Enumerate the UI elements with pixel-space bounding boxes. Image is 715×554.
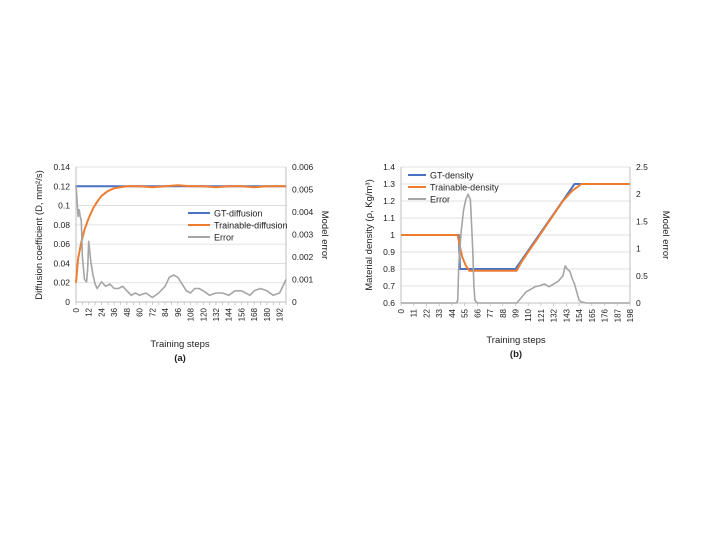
y-tick-label: 1.2: [383, 196, 395, 206]
x-tick-label: 99: [512, 308, 521, 317]
y2-tick-label: 1: [636, 244, 641, 254]
x-tick-label: 165: [588, 308, 597, 322]
y-tick-label: 0.14: [53, 162, 70, 172]
x-tick-label: 198: [626, 308, 635, 322]
x-tick-label: 77: [486, 308, 495, 317]
y2-tick-label: 1.5: [636, 216, 648, 226]
y2-tick-label: 0.006: [292, 162, 314, 172]
y2-tick-label: 0.005: [292, 185, 314, 195]
panel-b-y2label: Model error: [660, 211, 671, 260]
y-tick-label: 0.08: [53, 220, 70, 230]
y2-tick-label: 0.001: [292, 275, 314, 285]
y-tick-label: 1: [390, 230, 395, 240]
panel-a-ylabel: Diffusion coefficient (D, mm²/s): [34, 170, 45, 300]
x-tick-label: 180: [263, 307, 272, 321]
panel-b-ylabel: Material density (ρ, Kg/m³): [364, 179, 375, 291]
panel-b-xlabel: Training steps: [486, 335, 546, 346]
x-tick-label: 88: [499, 308, 508, 317]
y-tick-label: 0.02: [53, 278, 70, 288]
x-tick-label: 96: [174, 307, 183, 316]
x-tick-label: 187: [613, 308, 622, 322]
y2-tick-label: 0: [292, 297, 297, 307]
x-tick-label: 132: [212, 307, 221, 321]
x-tick-label: 143: [562, 308, 571, 322]
x-tick-label: 154: [575, 308, 584, 322]
y2-tick-label: 2: [636, 189, 641, 199]
panel-a-xlabel: Training steps: [150, 339, 210, 350]
x-tick-label: 33: [435, 308, 444, 317]
x-tick-label: 60: [136, 307, 145, 316]
x-tick-label: 120: [199, 307, 208, 321]
x-tick-label: 132: [550, 308, 559, 322]
legend-label: GT-density: [430, 171, 474, 181]
legend-label: Error: [214, 233, 234, 243]
y2-tick-label: 0.5: [636, 271, 648, 281]
x-tick-label: 11: [410, 308, 419, 317]
y-tick-label: 1.4: [383, 162, 395, 172]
chart-a: Diffusion coefficient (D, mm²/s) Model e…: [34, 162, 330, 364]
y-tick-label: 0: [65, 297, 70, 307]
y-tick-label: 1.1: [383, 213, 395, 223]
x-tick-label: 144: [225, 307, 234, 321]
x-tick-label: 108: [187, 307, 196, 321]
x-tick-label: 44: [448, 308, 457, 317]
x-tick-label: 192: [276, 307, 285, 321]
y-tick-label: 0.6: [383, 298, 395, 308]
y-tick-label: 0.04: [53, 258, 70, 268]
legend-label: Trainable-diffusion: [214, 221, 288, 231]
series-line-error: [75, 184, 287, 299]
y-tick-label: 0.06: [53, 239, 70, 249]
series-line-error: [401, 193, 630, 304]
y2-tick-label: 0.004: [292, 207, 314, 217]
legend-label: GT-diffusion: [214, 209, 262, 219]
x-tick-label: 48: [123, 307, 132, 316]
panel-a-y2label: Model error: [319, 211, 330, 260]
series-line-trainable-diffusion: [75, 184, 286, 283]
y-tick-label: 0.1: [58, 201, 70, 211]
x-tick-label: 0: [397, 308, 406, 313]
series-line-trainable-density: [401, 183, 630, 272]
x-tick-label: 156: [237, 307, 246, 321]
y-tick-label: 1.3: [383, 179, 395, 189]
x-tick-label: 36: [110, 307, 119, 316]
y2-tick-label: 0.003: [292, 230, 314, 240]
x-tick-label: 72: [148, 307, 157, 316]
x-tick-label: 110: [524, 308, 533, 321]
x-tick-label: 0: [72, 307, 81, 312]
y-tick-label: 0.12: [53, 181, 70, 191]
x-tick-label: 22: [422, 308, 431, 317]
x-tick-label: 12: [85, 307, 94, 316]
x-tick-label: 24: [97, 307, 106, 316]
y2-tick-label: 0: [636, 298, 641, 308]
x-tick-label: 55: [461, 308, 470, 317]
x-tick-label: 84: [161, 307, 170, 316]
x-tick-label: 66: [473, 308, 482, 317]
x-tick-label: 121: [537, 308, 546, 322]
chart-b: Material density (ρ, Kg/m³) Model error …: [364, 162, 671, 360]
y-tick-label: 0.7: [383, 281, 395, 291]
y2-tick-label: 2.5: [636, 162, 648, 172]
x-tick-label: 176: [601, 308, 610, 322]
x-tick-label: 168: [250, 307, 259, 321]
panel-a-label: (a): [174, 353, 186, 364]
y-tick-label: 0.8: [383, 264, 395, 274]
panel-b-label: (b): [510, 349, 522, 360]
y2-tick-label: 0.002: [292, 252, 314, 262]
legend-label: Error: [430, 195, 450, 205]
y-tick-label: 0.9: [383, 247, 395, 257]
legend-label: Trainable-density: [430, 183, 499, 193]
